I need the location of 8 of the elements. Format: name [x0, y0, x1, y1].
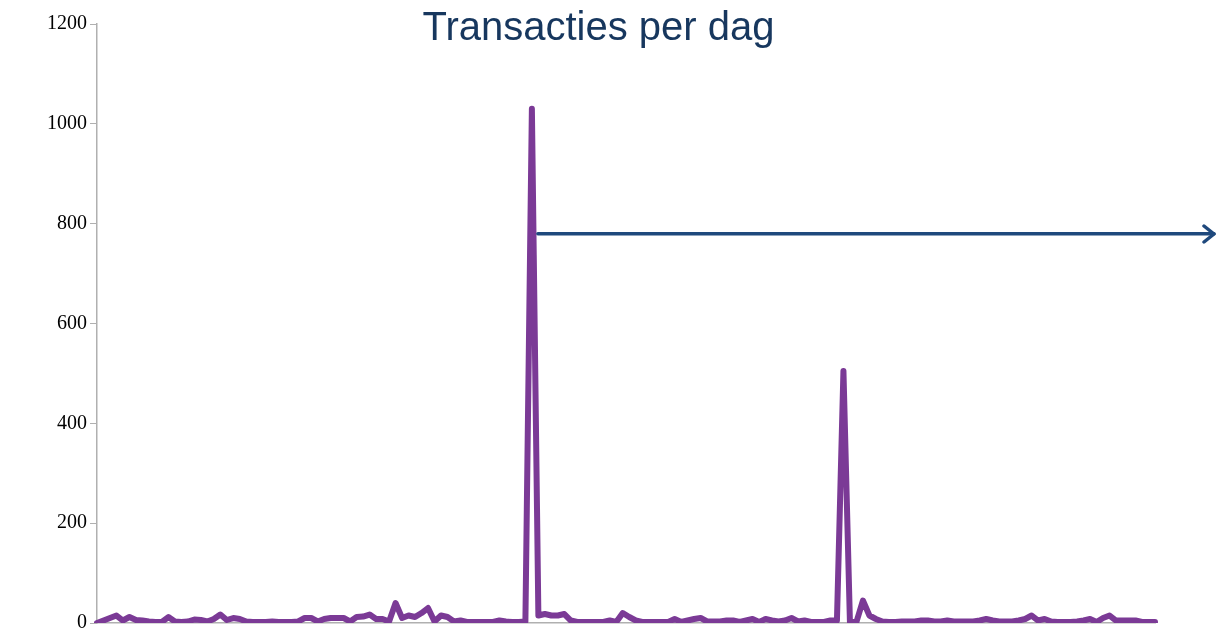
y-tick-label: 0: [77, 610, 87, 633]
y-tick-label: 200: [57, 510, 87, 533]
y-tick-label: 1000: [47, 111, 87, 134]
y-tick-label: 400: [57, 410, 87, 433]
chart-title: Transacties per dag: [422, 4, 775, 48]
y-tick-label: 600: [57, 310, 87, 333]
y-tick-label: 1200: [47, 11, 87, 34]
y-tick-label: 800: [57, 210, 87, 233]
